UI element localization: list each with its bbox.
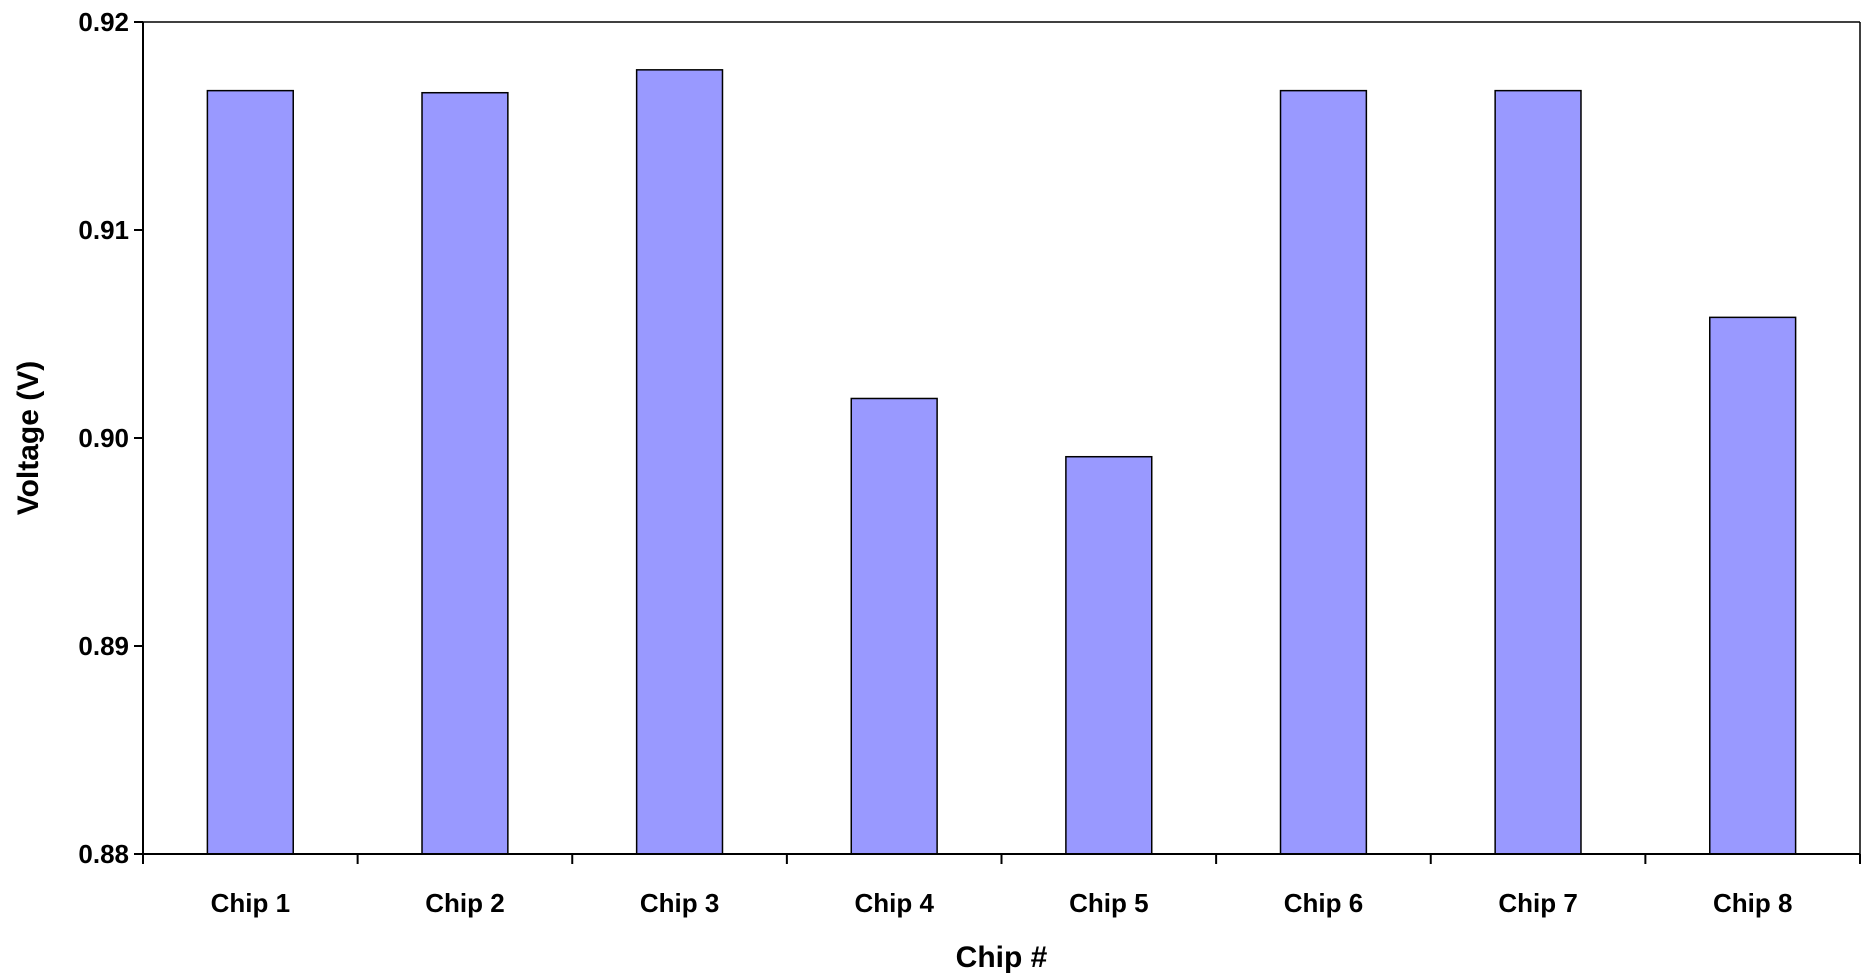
x-category-label: Chip 4 bbox=[854, 888, 934, 918]
x-axis-title: Chip # bbox=[956, 941, 1048, 974]
bar-chip-3 bbox=[635, 69, 724, 855]
y-tick-label: 0.92 bbox=[78, 7, 129, 37]
bar-chip-1 bbox=[206, 89, 294, 855]
x-category-label: Chip 2 bbox=[425, 888, 504, 918]
x-category-label: Chip 3 bbox=[640, 888, 719, 918]
y-tick-label: 0.88 bbox=[78, 839, 129, 869]
x-category-label: Chip 5 bbox=[1069, 888, 1148, 918]
y-axis-ticks bbox=[134, 21, 143, 855]
y-axis-tick-labels: 0.88 0.89 0.90 0.91 0.92 bbox=[78, 7, 129, 869]
x-category-label: Chip 8 bbox=[1713, 888, 1792, 918]
y-tick-label: 0.91 bbox=[78, 215, 129, 245]
bar-chip-7 bbox=[1494, 89, 1582, 855]
bar-chip-8 bbox=[1709, 316, 1797, 855]
y-tick-label: 0.89 bbox=[78, 631, 129, 661]
bar-chip-4 bbox=[850, 397, 938, 855]
x-category-label: Chip 7 bbox=[1498, 888, 1577, 918]
x-category-label: Chip 1 bbox=[211, 888, 290, 918]
x-axis-ticks bbox=[142, 854, 1861, 864]
x-category-label: Chip 6 bbox=[1284, 888, 1363, 918]
bar-chip-5 bbox=[1065, 455, 1153, 855]
y-tick-label: 0.90 bbox=[78, 423, 129, 453]
bar-chip-6 bbox=[1279, 89, 1368, 855]
y-axis-title: Voltage (V) bbox=[12, 361, 45, 515]
x-axis-tick-labels: Chip 1 Chip 2 Chip 3 Chip 4 Chip 5 Chip 6 Chip… bbox=[211, 888, 1793, 918]
bar-chip-2 bbox=[421, 91, 509, 855]
bar-series bbox=[206, 69, 1797, 855]
